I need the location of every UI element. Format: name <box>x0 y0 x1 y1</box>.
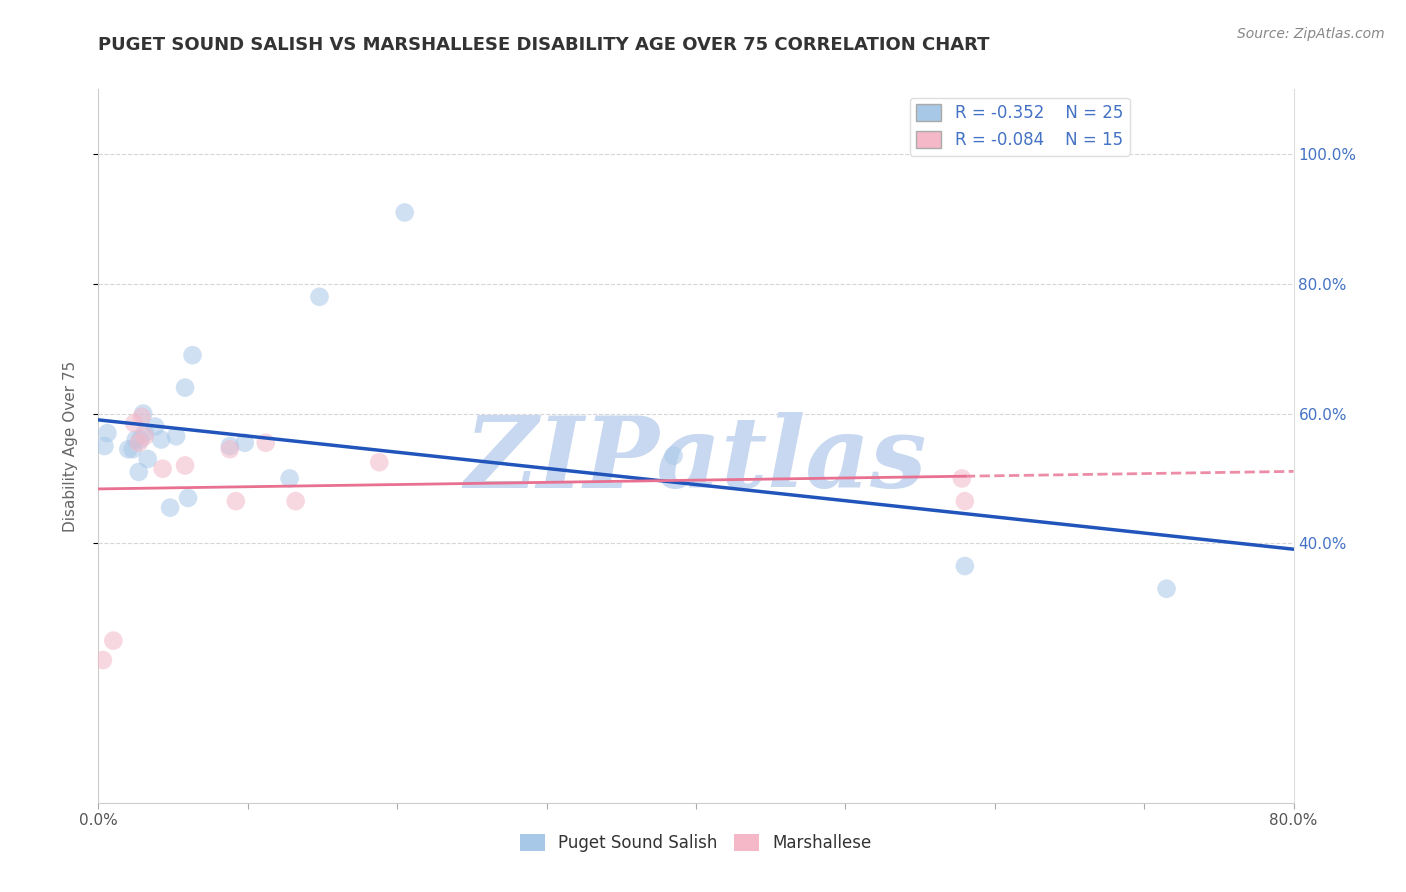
Point <box>308 290 330 304</box>
Point <box>662 449 685 463</box>
Point <box>150 433 173 447</box>
Point <box>1156 582 1178 596</box>
Point <box>284 494 307 508</box>
Point <box>117 442 139 457</box>
Point <box>174 381 197 395</box>
Point <box>159 500 181 515</box>
Point <box>233 435 256 450</box>
Point <box>136 452 159 467</box>
Point <box>121 442 143 457</box>
Point <box>91 653 114 667</box>
Point <box>225 494 247 508</box>
Point <box>128 465 150 479</box>
Y-axis label: Disability Age Over 75: Disability Age Over 75 <box>63 360 77 532</box>
Text: PUGET SOUND SALISH VS MARSHALLESE DISABILITY AGE OVER 75 CORRELATION CHART: PUGET SOUND SALISH VS MARSHALLESE DISABI… <box>98 36 990 54</box>
Text: ZIPatlas: ZIPatlas <box>465 412 927 508</box>
Point <box>219 439 242 453</box>
Point <box>953 494 976 508</box>
Point <box>143 419 166 434</box>
Point <box>134 429 156 443</box>
Point <box>254 435 277 450</box>
Point <box>93 439 115 453</box>
Point <box>129 433 152 447</box>
Text: Source: ZipAtlas.com: Source: ZipAtlas.com <box>1237 27 1385 41</box>
Point <box>368 455 391 469</box>
Point <box>124 417 146 431</box>
Point <box>125 433 148 447</box>
Point <box>278 471 301 485</box>
Point <box>134 425 156 440</box>
Point <box>103 633 125 648</box>
Point <box>131 409 153 424</box>
Point <box>128 435 150 450</box>
Point <box>950 471 973 485</box>
Point <box>174 458 197 473</box>
Point <box>177 491 200 505</box>
Point <box>219 442 242 457</box>
Point <box>165 429 187 443</box>
Legend: Puget Sound Salish, Marshallese: Puget Sound Salish, Marshallese <box>513 827 879 859</box>
Point <box>953 559 976 574</box>
Point <box>152 461 174 475</box>
Point <box>394 205 416 219</box>
Point <box>96 425 118 440</box>
Point <box>132 407 155 421</box>
Point <box>181 348 204 362</box>
